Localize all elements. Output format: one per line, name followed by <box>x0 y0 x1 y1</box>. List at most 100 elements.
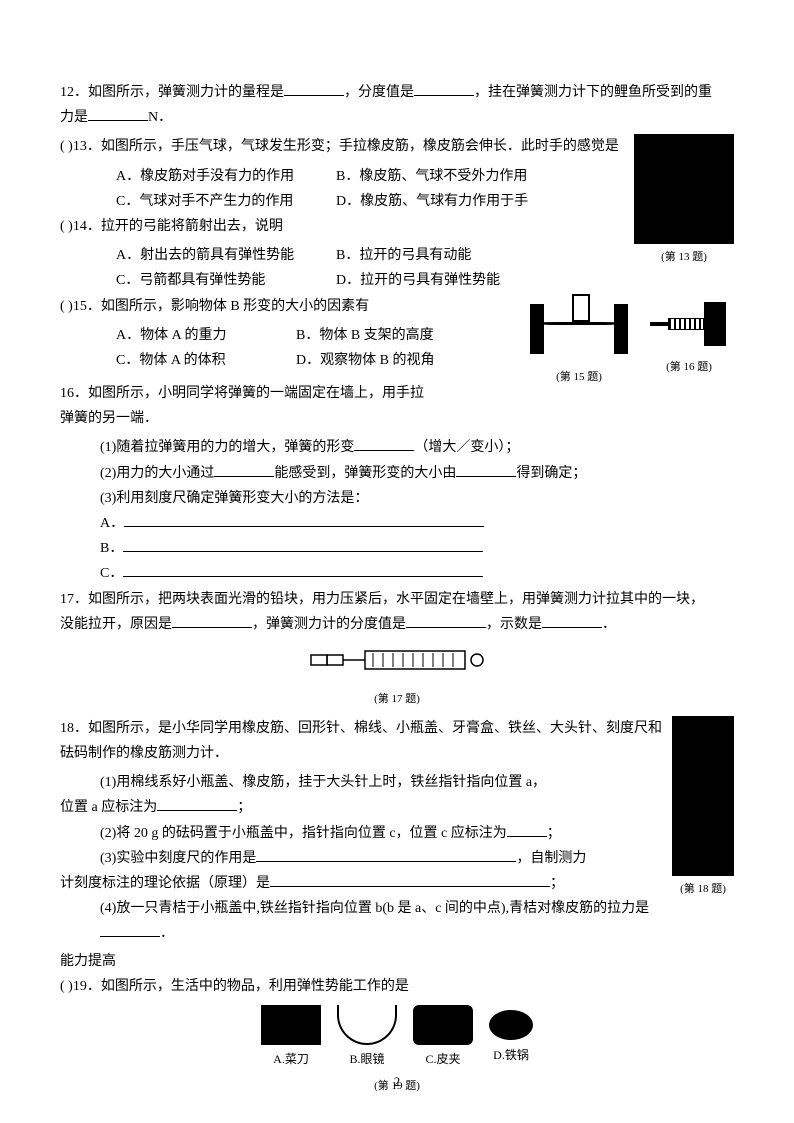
blank <box>214 463 274 477</box>
question-14: ( )14．拉开的弓能将箭射出去，说明 <box>60 214 734 239</box>
q19-img-a: A.菜刀 <box>261 1005 321 1071</box>
q16-intro-b: 弹簧的另一端． <box>60 411 158 426</box>
q16-p2-c: 得到确定； <box>516 466 586 481</box>
q17-text-b: 没能拉开，原因是 <box>60 617 172 632</box>
figure-15-caption: (第 15 题) <box>524 368 634 388</box>
q18-p2-b: ； <box>547 826 561 841</box>
q18-intro-a: 18．如图所示，是小华同学用橡皮筋、回形针、棉线、小瓶盖、牙膏盒、铁丝、大头针、… <box>60 721 662 736</box>
q18-p1-b: 位置 a 应标注为 <box>60 800 157 815</box>
wallet-icon <box>413 1005 473 1045</box>
figure-17-image <box>307 643 487 677</box>
blank <box>88 107 148 121</box>
q19-label-c: C.皮夹 <box>413 1049 473 1071</box>
q16-p1-a: (1)随着拉弹簧用的力的增大，弹簧的形变 <box>100 440 354 455</box>
blank <box>456 463 516 477</box>
q19-label-a: A.菜刀 <box>261 1049 321 1071</box>
knife-icon <box>261 1005 321 1045</box>
q17-text-a: 17．如图所示，把两块表面光滑的铅块，用力压紧后，水平固定在墙壁上，用弹簧测力计… <box>60 592 704 607</box>
question-19: ( )19．如图所示，生活中的物品，利用弹性势能工作的是 <box>60 974 734 999</box>
q17-text-c: ，弹簧测力计的分度值是 <box>252 617 406 632</box>
q16-pA: A． <box>100 516 124 531</box>
q18-p4-b: ． <box>160 926 174 941</box>
blank <box>256 848 516 862</box>
figure-17: (第 17 题) <box>60 643 734 710</box>
q16-subparts: (1)随着拉弹簧用的力的增大，弹簧的形变 （增大／变小）； (2)用力的大小通过 能… <box>60 435 734 586</box>
q13-option-b: B．橡皮筋、气球不受外力作用 <box>336 164 556 189</box>
blank <box>507 823 547 837</box>
q19-label-d: D.铁锅 <box>489 1045 533 1067</box>
q18-p2-a: (2)将 20 g 的砝码置于小瓶盖中，指针指向位置 c，位置 c 应标注为 <box>100 826 507 841</box>
question-18: 18．如图所示，是小华同学用橡皮筋、回形针、棉线、小瓶盖、牙膏盒、铁丝、大头针、… <box>60 716 734 766</box>
q16-p1-b: （增大／变小）； <box>414 440 519 455</box>
figure-18-image <box>672 716 734 876</box>
figure-16-caption: (第 16 题) <box>644 358 734 378</box>
blank <box>406 614 486 628</box>
q16-pC: C． <box>100 566 123 581</box>
q14-option-b: B．拉开的弓具有动能 <box>336 243 556 268</box>
q13-option-a: A．橡皮筋对手没有力的作用 <box>116 164 336 189</box>
q15-option-c: C．物体 A 的体积 <box>116 348 296 373</box>
q19-img-c: C.皮夹 <box>413 1005 473 1071</box>
figure-15: (第 15 题) <box>524 294 634 388</box>
figure-13-caption: (第 13 题) <box>634 248 734 268</box>
blank <box>123 563 483 577</box>
q19-option-images: A.菜刀 B.眼镜 C.皮夹 D.铁锅 <box>60 1005 734 1071</box>
blank <box>100 923 160 937</box>
q18-p3-d: ； <box>550 876 564 891</box>
pot-icon <box>489 1010 533 1040</box>
q12-text-a: 12．如图所示，弹簧测力计的量程是 <box>60 85 284 100</box>
q18-p3-a: (3)实验中刻度尺的作用是 <box>100 851 256 866</box>
blank <box>172 614 252 628</box>
blank <box>124 513 484 527</box>
figure-15-image <box>524 294 634 364</box>
q13-option-c: C．气球对手不产生力的作用 <box>116 189 336 214</box>
q14-options: A．射出去的箭具有弹性势能 B．拉开的弓具有动能 C．弓箭都具有弹性势能 D．拉… <box>60 243 734 293</box>
figure-17-caption: (第 17 题) <box>60 690 734 710</box>
q18-p3-b: ，自制测力 <box>516 851 586 866</box>
figure-13-image <box>634 134 734 244</box>
q18-intro-b: 砝码制作的橡皮筋测力计． <box>60 746 228 761</box>
q19-img-b: B.眼镜 <box>337 1005 397 1071</box>
q19-text: ( )19．如图所示，生活中的物品，利用弹性势能工作的是 <box>60 979 409 994</box>
blank <box>542 614 602 628</box>
q14-option-d: D．拉开的弓具有弹性势能 <box>336 268 556 293</box>
section-header: 能力提高 <box>60 949 734 974</box>
q14-option-c: C．弓箭都具有弹性势能 <box>116 268 336 293</box>
figure-13: (第 13 题) <box>634 134 734 268</box>
q16-p2-a: (2)用力的大小通过 <box>100 466 214 481</box>
q18-p1-c: ； <box>237 800 251 815</box>
q16-p3: (3)利用刻度尺确定弹簧形变大小的方法是： <box>100 491 368 506</box>
blank <box>284 82 344 96</box>
q16-intro-a: 16．如图所示，小明同学将弹簧的一端固定在墙上，用手拉 <box>60 386 424 401</box>
q19-label-b: B.眼镜 <box>337 1049 397 1071</box>
q15-option-b: B．物体 B 支架的高度 <box>296 323 516 348</box>
question-13: ( )13．如图所示，手压气球，气球发生形变；手拉橡皮筋，橡皮筋会伸长．此时手的… <box>60 134 734 159</box>
question-17: 17．如图所示，把两块表面光滑的铅块，用力压紧后，水平固定在墙壁上，用弹簧测力计… <box>60 587 734 637</box>
q14-option-a: A．射出去的箭具有弹性势能 <box>116 243 336 268</box>
figure-16: (第 16 题) <box>644 294 734 378</box>
q18-p3-c: 计刻度标注的理论依据（原理）是 <box>60 876 270 891</box>
q16-p2-b: 能感受到，弹簧形变的大小由 <box>274 466 456 481</box>
q15-text: ( )15．如图所示，影响物体 B 形变的大小的因素有 <box>60 299 369 314</box>
q14-text: ( )14．拉开的弓能将箭射出去，说明 <box>60 219 283 234</box>
blank <box>270 873 550 887</box>
q15-option-a: A．物体 A 的重力 <box>116 323 296 348</box>
q13-option-d: D．橡皮筋、气球有力作用于手 <box>336 189 556 214</box>
q15-option-d: D．观察物体 B 的视角 <box>296 348 516 373</box>
blank <box>354 437 414 451</box>
blank <box>123 538 483 552</box>
figure-18: (第 18 题) <box>672 716 734 900</box>
q12-text-e: N． <box>148 110 172 125</box>
q18-p4-a: (4)放一只青桔于小瓶盖中,铁丝指针指向位置 b(b 是 a、c 间的中点),青… <box>100 901 649 916</box>
question-12: 12．如图所示，弹簧测力计的量程是，分度值是，挂在弹簧测力计下的鲤鱼所受到的重 … <box>60 80 734 130</box>
q18-subparts: (1)用棉线系好小瓶盖、橡皮筋，挂于大头针上时，铁丝指针指向位置 a， <box>60 770 734 795</box>
page-number: 2 <box>394 1070 401 1093</box>
question-16: 16．如图所示，小明同学将弹簧的一端固定在墙上，用手拉 弹簧的另一端． <box>60 381 734 431</box>
q13-text: ( )13．如图所示，手压气球，气球发生形变；手拉橡皮筋，橡皮筋会伸长．此时手的… <box>60 139 619 154</box>
q16-pB: B． <box>100 541 123 556</box>
q18-p1-a: (1)用棉线系好小瓶盖、橡皮筋，挂于大头针上时，铁丝指针指向位置 a， <box>100 775 546 790</box>
q17-text-d: ，示数是 <box>486 617 542 632</box>
glasses-icon <box>337 1005 397 1045</box>
figure-18-caption: (第 18 题) <box>672 880 734 900</box>
q12-text-c: ，挂在弹簧测力计下的鲤鱼所受到的重 <box>474 85 712 100</box>
